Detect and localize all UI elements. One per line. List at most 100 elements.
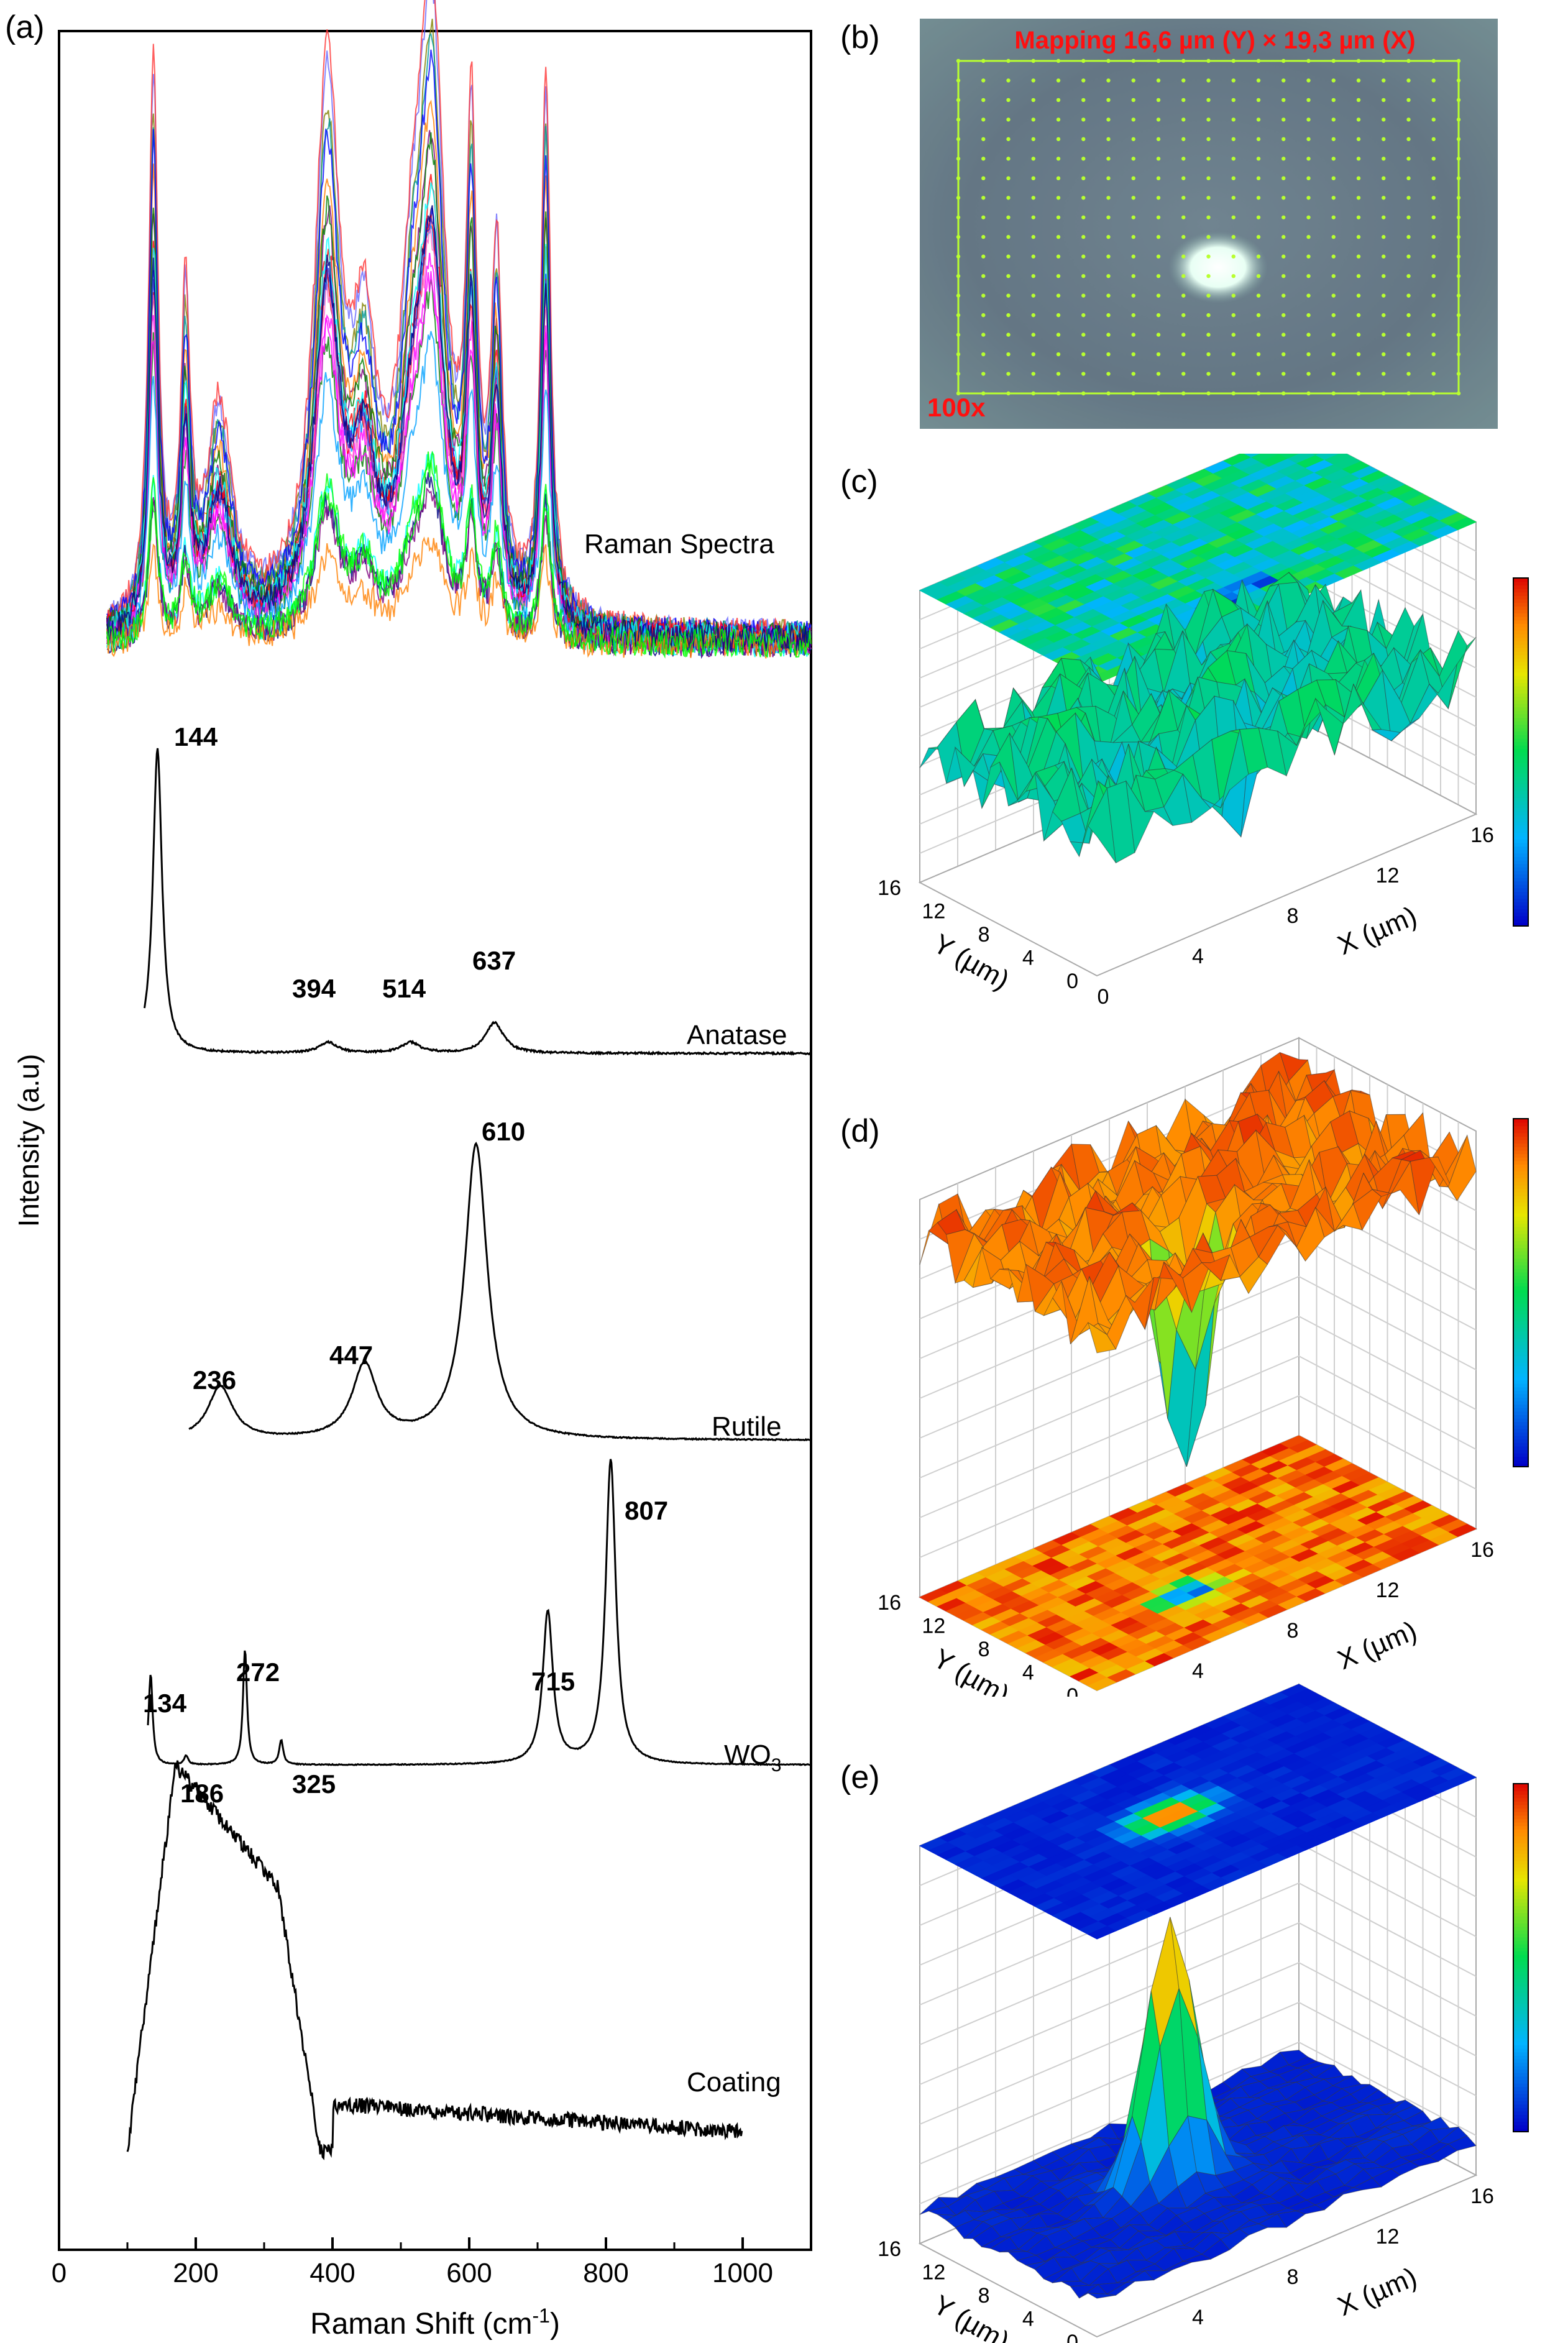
grid-point	[1306, 313, 1310, 317]
peak-label-186: 186	[180, 1779, 224, 1808]
grid-point	[1181, 235, 1185, 239]
grid-point	[1382, 157, 1385, 160]
grid-point	[1206, 216, 1210, 219]
grid-point	[1132, 293, 1135, 297]
grid-point	[956, 235, 960, 239]
y-axis-label: Y (µm)	[928, 2290, 1014, 2343]
grid-point	[1081, 196, 1085, 199]
grid-point	[1257, 293, 1260, 297]
surface-plot-e: 04812160481216X (µm)Y (µm)	[858, 1678, 1566, 2343]
surface-plot-d: 04812160481216X (µm)Y (µm)	[858, 1032, 1566, 1697]
grid-point	[1132, 98, 1135, 102]
grid-point	[1006, 59, 1010, 63]
grid-point	[1157, 313, 1160, 317]
grid-point	[1406, 274, 1410, 278]
grid-point	[1382, 274, 1385, 278]
grid-point	[956, 196, 960, 199]
grid-point	[1306, 274, 1310, 278]
grid-point	[1257, 352, 1260, 356]
grid-point	[956, 274, 960, 278]
grid-point	[1232, 274, 1236, 278]
grid-point	[1106, 372, 1110, 375]
grid-point	[1132, 157, 1135, 160]
grid-point	[1257, 137, 1260, 141]
grid-point	[1357, 117, 1360, 121]
grid-point	[1306, 137, 1310, 141]
grid-point	[1032, 78, 1035, 82]
grid-point	[1181, 177, 1185, 180]
grid-point	[981, 372, 985, 375]
grid-point	[1057, 293, 1060, 297]
grid-point	[1357, 372, 1360, 375]
grid-point	[1457, 293, 1460, 297]
grid-point	[1332, 235, 1336, 239]
grid-point	[1081, 98, 1085, 102]
grid-point	[1032, 137, 1035, 141]
peak-label-134: 134	[143, 1689, 187, 1718]
grid-point	[1206, 157, 1210, 160]
anatase-line	[145, 748, 811, 1054]
grid-point	[1306, 332, 1310, 336]
y-tick-label: 8	[978, 1638, 990, 1661]
x-axis-label: X (µm)	[1333, 2262, 1421, 2322]
grid-point	[1457, 157, 1460, 160]
x-tick-label: 200	[173, 2258, 218, 2288]
micrograph-image: Mapping 16,6 µm (Y) × 19,3 µm (X) 100x	[920, 19, 1498, 429]
grid-point	[956, 216, 960, 219]
x-tick-label: 16	[1470, 823, 1494, 847]
grid-point	[1332, 137, 1336, 141]
grid-point	[1382, 352, 1385, 356]
grid-point	[1382, 137, 1385, 141]
grid-point	[1157, 332, 1160, 336]
grid-point	[1306, 157, 1310, 160]
grid-point	[1382, 177, 1385, 180]
x-tick-label: 16	[1470, 2185, 1494, 2208]
grid-point	[1232, 157, 1236, 160]
grid-point	[956, 177, 960, 180]
grid-point	[1281, 332, 1285, 336]
grid-point	[1132, 196, 1135, 199]
grid-point	[1081, 392, 1085, 395]
grid-point	[1081, 352, 1085, 356]
grid-point	[1232, 59, 1236, 63]
peak-label-807: 807	[625, 1496, 668, 1525]
grid-point	[981, 274, 985, 278]
grid-point	[1081, 332, 1085, 336]
grid-point	[1357, 392, 1360, 395]
grid-point	[1006, 98, 1010, 102]
x-tick-label: 8	[1287, 1619, 1299, 1643]
grid-point	[956, 332, 960, 336]
grid-point	[981, 137, 985, 141]
grid-point	[1157, 392, 1160, 395]
grid-point	[1257, 157, 1260, 160]
grid-point	[1306, 293, 1310, 297]
grid-point	[1057, 137, 1060, 141]
x-tick-label: 12	[1376, 864, 1400, 887]
grid-point	[1332, 293, 1336, 297]
x-tick-label: 4	[1192, 945, 1204, 968]
grid-point	[956, 78, 960, 82]
grid-point	[1257, 216, 1260, 219]
grid-point	[956, 372, 960, 375]
mapping-title: Mapping 16,6 µm (Y) × 19,3 µm (X)	[1014, 27, 1415, 54]
grid-point	[956, 313, 960, 317]
grid-point	[1432, 274, 1436, 278]
grid-point	[1006, 372, 1010, 375]
grid-point	[1132, 78, 1135, 82]
raman-spectra-chart: 0 200 400 600 800 1000 144394 5146372364476101…	[0, 0, 827, 2343]
grid-point	[1006, 235, 1010, 239]
grid-point	[1106, 274, 1110, 278]
x-tick-label: 400	[309, 2258, 355, 2288]
grid-point	[1106, 392, 1110, 395]
grid-point	[1281, 255, 1285, 259]
grid-point	[1406, 196, 1410, 199]
grid-point	[1006, 117, 1010, 121]
grid-point	[1432, 392, 1436, 395]
grid-point	[1032, 372, 1035, 375]
grid-point	[1206, 196, 1210, 199]
grid-point	[1432, 117, 1436, 121]
grid-point	[1457, 235, 1460, 239]
grid-point	[1157, 235, 1160, 239]
series-label-raman: Raman Spectra	[584, 529, 774, 559]
grid-point	[1281, 235, 1285, 239]
